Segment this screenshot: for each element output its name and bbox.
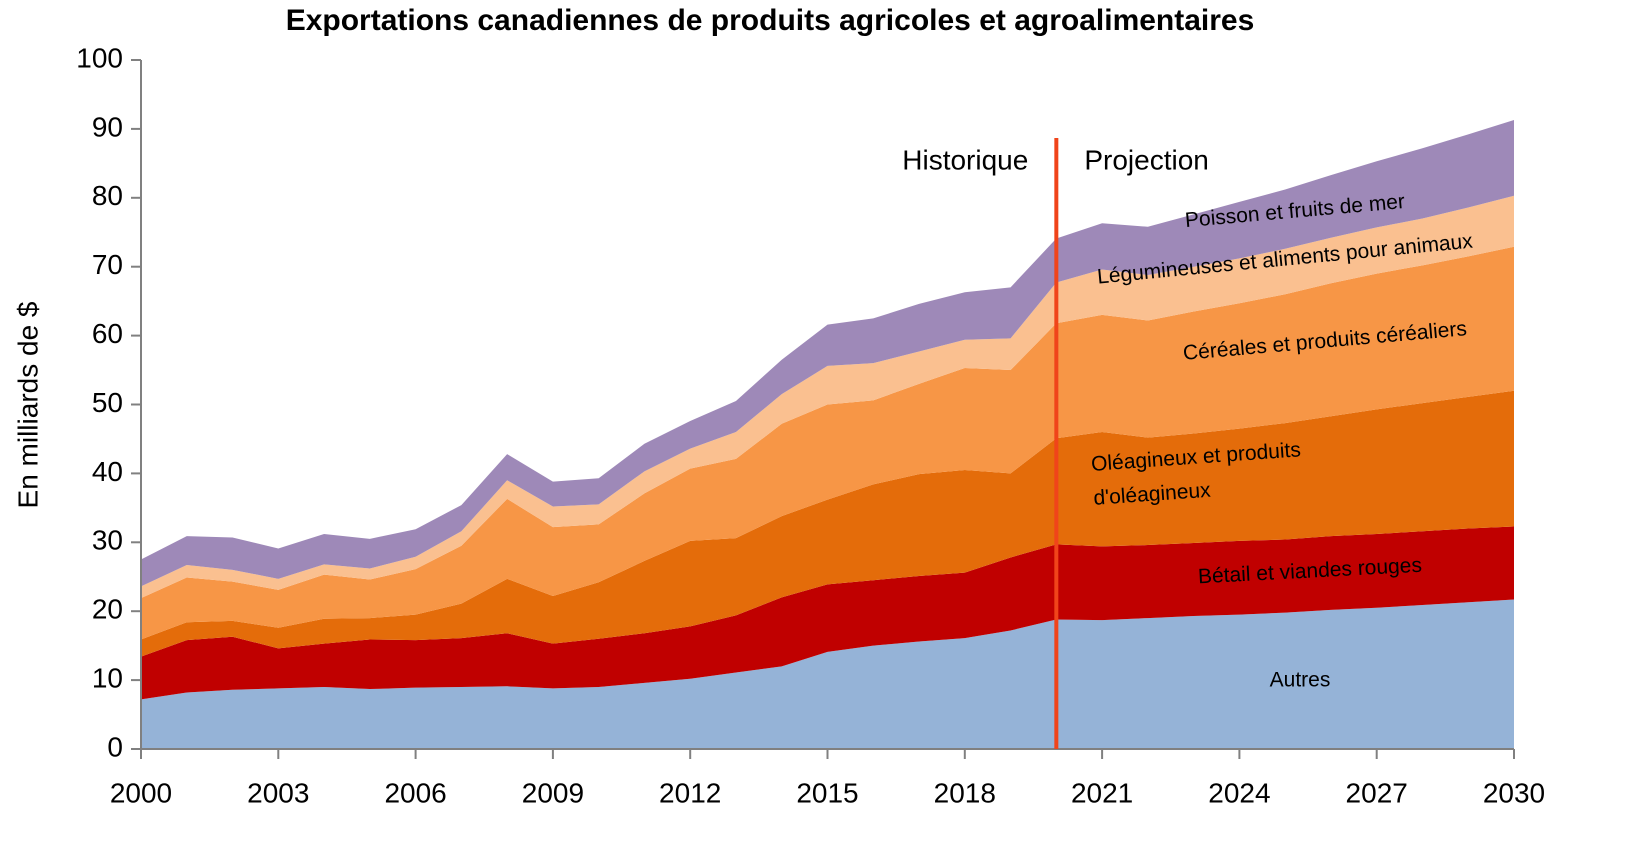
y-tick-label: 10 [92, 662, 123, 693]
y-tick-label: 20 [92, 594, 123, 625]
y-tick-label: 70 [92, 249, 123, 280]
x-tick-label: 2003 [247, 777, 309, 808]
y-tick-label: 60 [92, 318, 123, 349]
y-tick-label: 90 [92, 111, 123, 142]
x-tick-label: 2015 [796, 777, 858, 808]
y-tick-label: 80 [92, 180, 123, 211]
x-tick-label: 2018 [934, 777, 996, 808]
area [141, 390, 1514, 657]
x-tick-label: 2009 [522, 777, 584, 808]
x-tick-label: 2006 [384, 777, 446, 808]
area [141, 119, 1514, 587]
area [141, 195, 1514, 599]
x-tick-label: 2027 [1346, 777, 1408, 808]
y-tick-label: 0 [107, 731, 123, 762]
x-tick-label: 2000 [110, 777, 172, 808]
y-axis-label: En milliards de $ [12, 301, 43, 508]
annotation: Projection [1084, 144, 1209, 175]
area [141, 526, 1514, 700]
y-tick-label: 30 [92, 525, 123, 556]
chart-title: Exportations canadiennes de produits agr… [286, 4, 1255, 37]
area [141, 246, 1514, 640]
area [141, 599, 1514, 749]
x-tick-label: 2024 [1208, 777, 1270, 808]
series-label: Autres [1270, 669, 1331, 692]
x-tick-label: 2021 [1071, 777, 1133, 808]
y-tick-label: 100 [76, 42, 123, 73]
annotation: Historique [902, 144, 1028, 175]
y-tick-label: 40 [92, 456, 123, 487]
x-tick-label: 2030 [1483, 777, 1545, 808]
x-tick-label: 2012 [659, 777, 721, 808]
y-tick-label: 50 [92, 387, 123, 418]
